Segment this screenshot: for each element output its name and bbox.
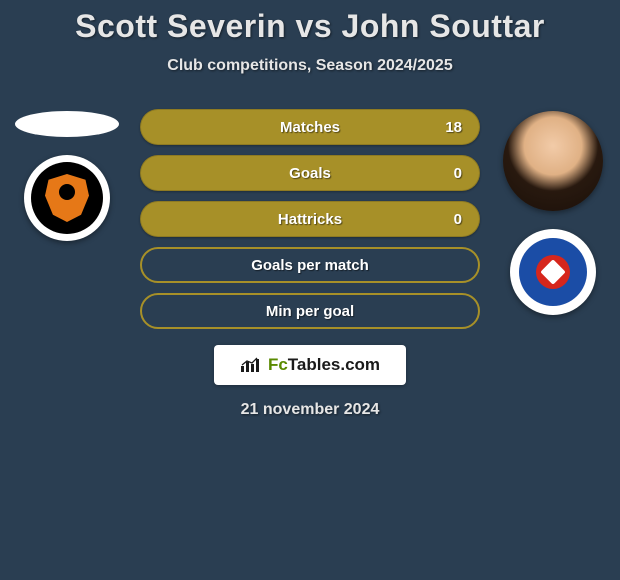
stat-bar-goals-per-match: Goals per match xyxy=(140,247,480,283)
comparison-card: Scott Severin vs John Souttar Club compe… xyxy=(0,0,620,419)
left-player-column xyxy=(12,103,122,241)
brand-prefix: Fc xyxy=(268,355,288,374)
comparison-title: Scott Severin vs John Souttar xyxy=(0,8,620,45)
stats-column: Matches 18 Goals 0 Hattricks 0 Goals per… xyxy=(140,109,480,329)
rangers-badge xyxy=(519,238,587,306)
stat-label: Goals xyxy=(289,165,331,182)
club-logo-left xyxy=(24,155,110,241)
brand-suffix: Tables.com xyxy=(288,355,380,374)
stat-bar-min-per-goal: Min per goal xyxy=(140,293,480,329)
main-row: Matches 18 Goals 0 Hattricks 0 Goals per… xyxy=(0,103,620,329)
shield-icon xyxy=(45,174,89,222)
stat-bar-hattricks: Hattricks 0 xyxy=(140,201,480,237)
player-avatar-right xyxy=(503,111,603,211)
stat-bar-matches: Matches 18 xyxy=(140,109,480,145)
brand-link[interactable]: FcTables.com xyxy=(214,345,406,385)
comparison-date: 21 november 2024 xyxy=(241,401,380,419)
comparison-subtitle: Club competitions, Season 2024/2025 xyxy=(0,57,620,75)
stat-label: Hattricks xyxy=(278,211,342,228)
player-avatar-left xyxy=(15,111,119,137)
bar-chart-icon xyxy=(240,357,260,373)
stat-label: Min per goal xyxy=(266,303,354,320)
footer: FcTables.com 21 november 2024 xyxy=(0,345,620,419)
stat-bar-goals: Goals 0 xyxy=(140,155,480,191)
stat-value: 0 xyxy=(454,165,462,182)
brand-text: FcTables.com xyxy=(268,355,380,375)
stat-value: 0 xyxy=(454,211,462,228)
dundee-united-badge xyxy=(31,162,103,234)
club-logo-right xyxy=(510,229,596,315)
stat-label: Matches xyxy=(280,119,340,136)
stat-label: Goals per match xyxy=(251,257,369,274)
right-player-column xyxy=(498,103,608,315)
stat-value: 18 xyxy=(445,119,462,136)
